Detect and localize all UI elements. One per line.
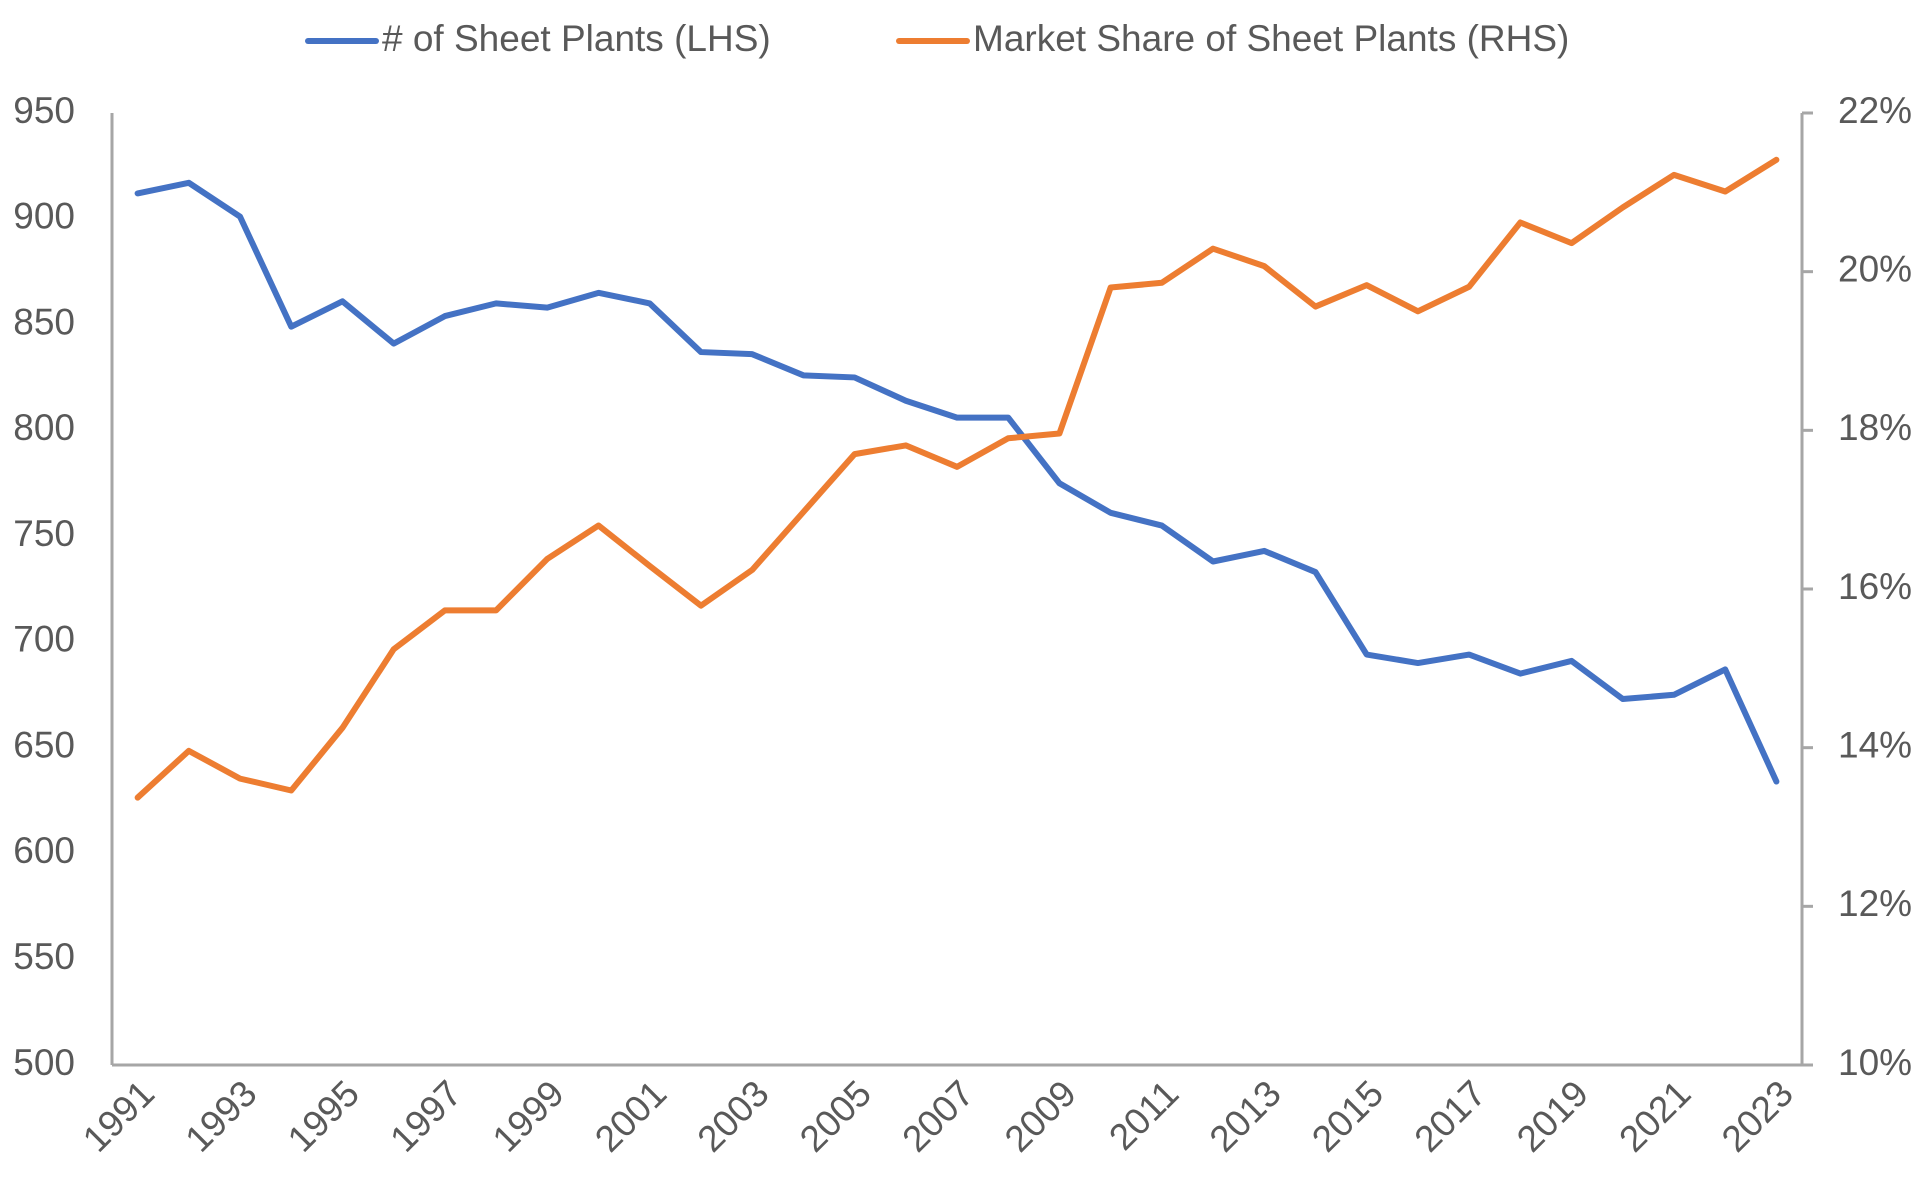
y2-tick-label: 20% [1838, 248, 1912, 289]
x-tick-label: 2013 [1202, 1073, 1289, 1160]
x-tick-label: 2007 [894, 1073, 981, 1160]
x-tick-label: 2023 [1714, 1073, 1801, 1160]
legend-label: # of Sheet Plants (LHS) [382, 18, 771, 59]
x-tick-label: 2015 [1304, 1073, 1391, 1160]
x-tick-label: 2009 [997, 1073, 1084, 1160]
y2-tick-label: 10% [1838, 1042, 1912, 1083]
y2-tick-label: 16% [1838, 566, 1912, 607]
y2-tick-label: 12% [1838, 883, 1912, 924]
x-tick-label: 2001 [587, 1073, 674, 1160]
y-tick-label: 550 [13, 936, 75, 977]
series-line [134, 156, 1780, 801]
x-tick-label: 1995 [280, 1073, 367, 1160]
x-tick-label: 2017 [1406, 1073, 1493, 1160]
y-tick-label: 600 [13, 830, 75, 871]
y2-tick-label: 22% [1838, 90, 1912, 131]
x-tick-label: 2021 [1611, 1073, 1698, 1160]
y-tick-label: 800 [13, 407, 75, 448]
x-tick-label: 1997 [382, 1073, 469, 1160]
x-tick-label: 1991 [75, 1073, 162, 1160]
legend-label: Market Share of Sheet Plants (RHS) [973, 18, 1569, 59]
x-tick-label: 1993 [177, 1073, 264, 1160]
y-tick-label: 650 [13, 724, 75, 765]
y-tick-label: 850 [13, 301, 75, 342]
y2-tick-label: 18% [1838, 407, 1912, 448]
y-tick-label: 750 [13, 513, 75, 554]
x-tick-label: 2003 [690, 1073, 777, 1160]
y-tick-label: 900 [13, 196, 75, 237]
y-tick-label: 500 [13, 1042, 75, 1083]
x-tick-label: 2011 [1101, 1073, 1186, 1158]
x-tick-label: 2005 [792, 1073, 879, 1160]
y-tick-label: 700 [13, 619, 75, 660]
y-tick-label: 950 [13, 90, 75, 131]
y2-tick-label: 14% [1838, 724, 1912, 765]
x-tick-label: 1999 [485, 1073, 572, 1160]
x-tick-label: 2019 [1509, 1073, 1596, 1160]
series-line [134, 179, 1780, 785]
